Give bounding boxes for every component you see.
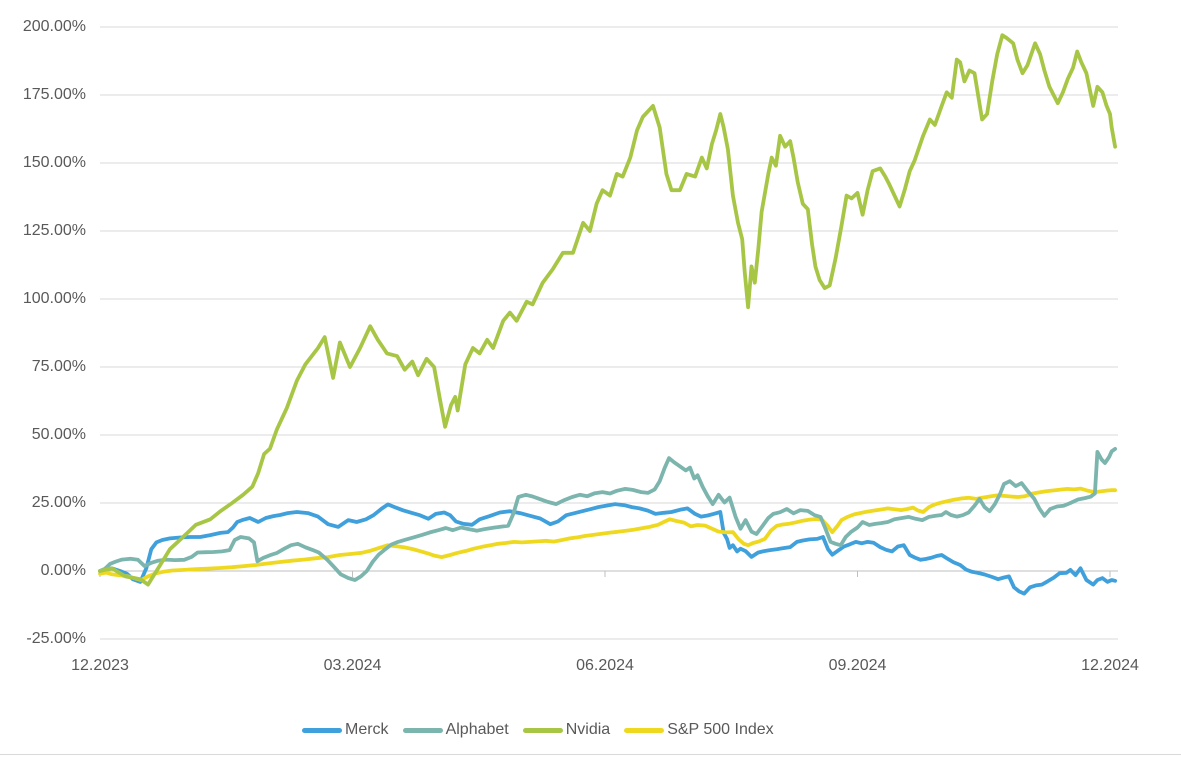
legend-swatch [522,727,563,733]
legend-label: Merck [345,721,389,738]
legend-label: S&P 500 Index [667,721,774,738]
y-axis-label: 150.00% [22,154,86,171]
y-axis-label: 100.00% [22,290,86,307]
legend-swatch [302,727,342,733]
series-line-merck[interactable] [98,502,1117,596]
series-line-alphabet[interactable] [98,447,1117,582]
x-axis-label: 06.2024 [576,657,634,674]
x-axis-label: 12.2023 [71,657,129,674]
y-axis-label: 75.00% [31,358,86,375]
series-line-nvidia[interactable] [98,33,1117,587]
chart-legend: Merck Alphabet Nvidia S&P 500 Index [302,721,774,739]
legend-label: Alphabet [445,721,509,738]
legend-item-merck[interactable]: Merck [302,721,389,739]
x-axis-label: 03.2024 [323,657,382,674]
x-axis-label: 12.2024 [1081,657,1139,674]
x-axis-label: 09.2024 [828,657,887,674]
legend-item-alphabet[interactable]: Alphabet [402,721,509,739]
legend-item-nvidia[interactable]: Nvidia [522,721,611,739]
legend-swatch [402,727,443,733]
y-axis-label: -25.00% [26,630,86,647]
bottom-divider [0,754,1181,755]
y-axis-label: 0.00% [40,562,86,579]
legend-item-s-p-500-index[interactable]: S&P 500 Index [624,721,774,739]
y-axis-label: 25.00% [31,494,86,511]
y-axis-label: 200.00% [22,18,86,35]
legend-label: Nvidia [565,721,611,738]
y-axis-label: 125.00% [22,222,86,239]
legend-swatch [624,727,665,733]
y-axis-label: 50.00% [31,426,86,443]
y-axis-label: 175.00% [22,86,86,103]
